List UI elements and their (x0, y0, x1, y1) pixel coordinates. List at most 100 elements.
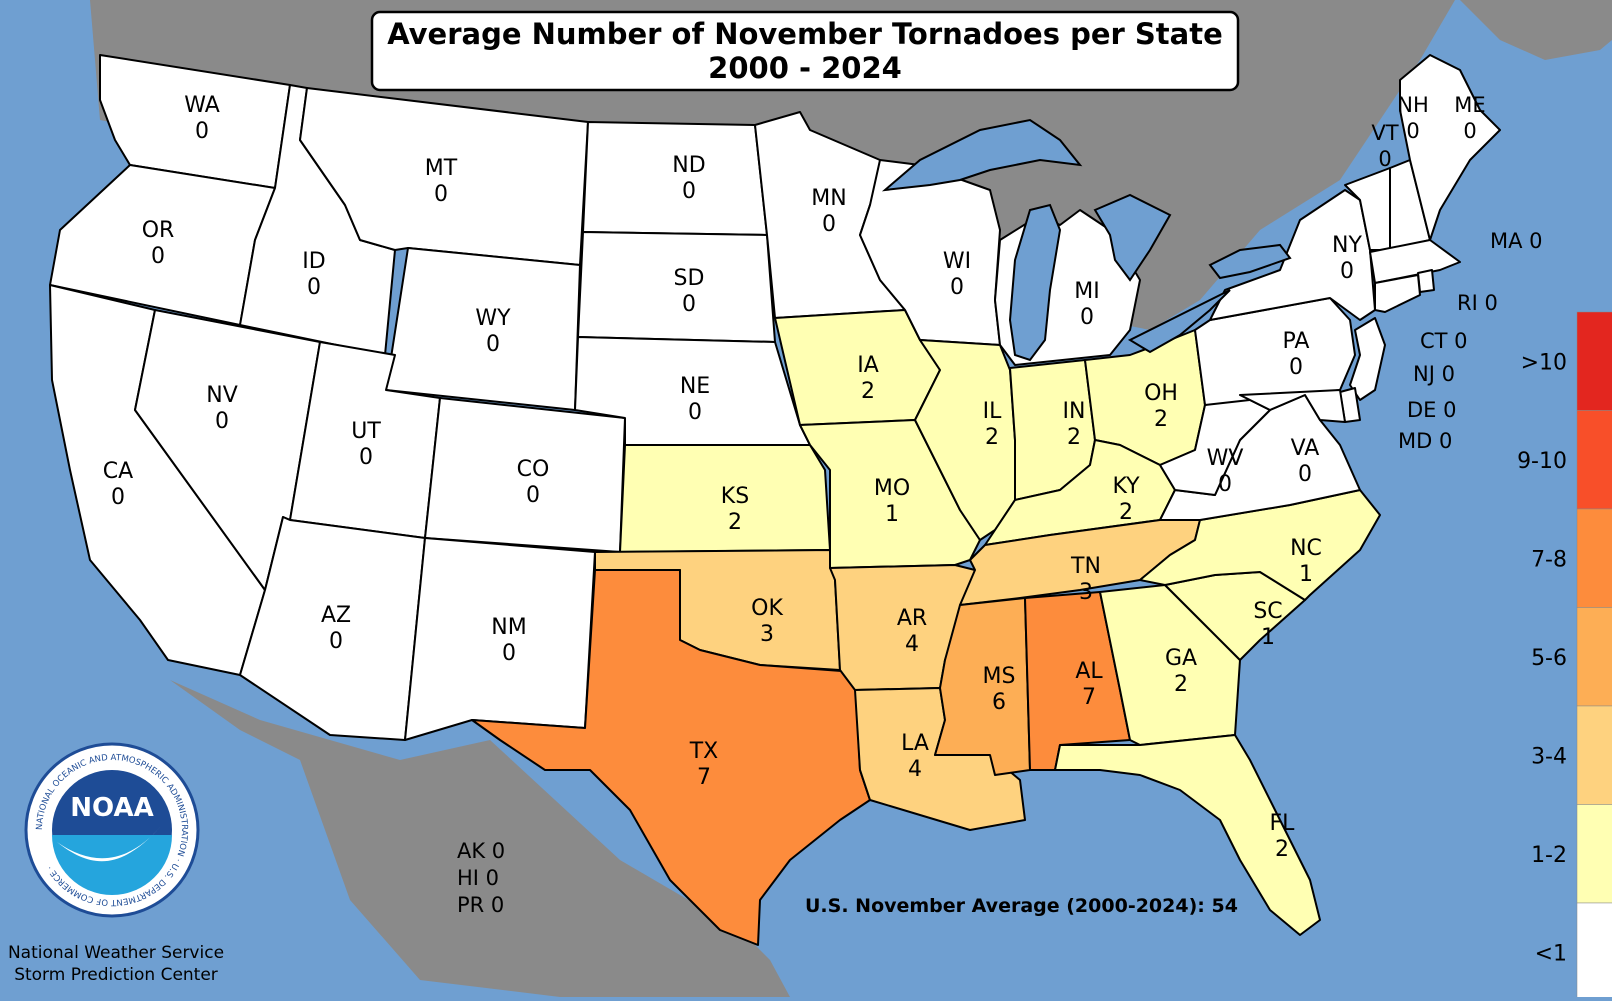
state-value-SC: 1 (1261, 625, 1275, 650)
state-label-WV: WV (1207, 446, 1244, 471)
lake-michigan (1008, 203, 1062, 362)
state-value-NC: 1 (1299, 562, 1313, 587)
state-value-IN: 2 (1067, 425, 1081, 450)
legend-label: 3-4 (1531, 744, 1567, 769)
state-value-MO: 1 (885, 502, 899, 527)
state-value-ND: 0 (682, 179, 696, 204)
state-label-KS: KS (721, 484, 749, 509)
state-label-TN: TN (1070, 554, 1101, 579)
state-value-MS: 6 (992, 690, 1006, 715)
great-lakes (881, 118, 1292, 362)
state-value-NY: 0 (1340, 259, 1354, 284)
state-label-SD: SD (674, 266, 705, 291)
lake-superior (881, 118, 1083, 192)
state-label-GA: GA (1165, 646, 1197, 671)
side-label-MD: MD 0 (1398, 429, 1452, 453)
state-value-WY: 0 (486, 332, 500, 357)
state-value-IA: 2 (861, 379, 875, 404)
state-NJ (1349, 317, 1386, 401)
legend-swatch (1576, 311, 1612, 411)
state-value-MI: 0 (1080, 305, 1094, 330)
title-box: Average Number of November Tornadoes per… (370, 10, 1240, 92)
logo-lower-disc (52, 835, 172, 895)
state-label-ID: ID (302, 249, 325, 274)
side-label-CT: CT 0 (1420, 329, 1468, 353)
state-value-KY: 2 (1119, 500, 1133, 525)
state-value-PA: 0 (1289, 355, 1303, 380)
credit-line-1: National Weather Service (8, 943, 224, 963)
state-label-AL: AL (1075, 659, 1103, 684)
state-label-OK: OK (751, 596, 783, 621)
state-value-OR: 0 (151, 244, 165, 269)
state-value-WV: 0 (1218, 472, 1232, 497)
state-value-KS: 2 (728, 510, 742, 535)
state-label-NM: NM (491, 615, 526, 640)
state-value-CO: 0 (526, 483, 540, 508)
state-value-AR: 4 (905, 632, 919, 657)
state-label-TX: TX (689, 739, 719, 764)
state-value-TN: 3 (1079, 580, 1093, 605)
legend-label: 7-8 (1531, 547, 1567, 572)
lake-huron (1093, 193, 1172, 282)
state-value-AZ: 0 (329, 629, 343, 654)
state-NC (1139, 489, 1381, 601)
legend-swatch (1576, 410, 1612, 510)
state-label-LA: LA (901, 731, 929, 756)
side-label-RI: RI 0 (1457, 291, 1498, 315)
state-value-FL: 2 (1275, 837, 1289, 862)
legend-swatch (1576, 804, 1612, 904)
state-value-NM: 0 (502, 641, 516, 666)
us-average-label: U.S. November Average (2000-2024): 54 (805, 895, 1238, 917)
state-label-UT: UT (351, 419, 381, 444)
hi-label: HI 0 (457, 866, 499, 890)
state-MA (1369, 239, 1461, 284)
state-label-VA: VA (1291, 436, 1320, 461)
state-CT (1374, 274, 1421, 313)
state-label-NE: NE (680, 374, 710, 399)
state-label-NC: NC (1290, 536, 1322, 561)
state-label-MO: MO (874, 476, 910, 501)
state-value-TX: 7 (697, 765, 711, 790)
ak-label: AK 0 (457, 839, 505, 863)
state-label-MT: MT (425, 156, 458, 181)
legend-label: 9-10 (1517, 449, 1567, 474)
state-label-IA: IA (857, 353, 879, 378)
credit-line-2: Storm Prediction Center (14, 965, 218, 985)
state-label-MN: MN (811, 186, 846, 211)
side-label-VT: VT (1371, 121, 1398, 145)
state-MD (1239, 389, 1346, 423)
legend-label: <1 (1535, 941, 1567, 966)
state-value-AL: 7 (1082, 685, 1096, 710)
side-label-MA: MA 0 (1490, 229, 1543, 253)
state-label-AZ: AZ (321, 603, 351, 628)
lake-ontario (1208, 243, 1292, 280)
state-label-WY: WY (475, 306, 511, 331)
state-label-MS: MS (983, 664, 1016, 689)
state-label-SC: SC (1253, 599, 1282, 624)
side-value-ME: 0 (1463, 119, 1476, 143)
state-FL (1054, 734, 1321, 936)
state-label-NV: NV (206, 383, 238, 408)
state-TX (471, 569, 871, 946)
state-value-VA: 0 (1298, 462, 1312, 487)
legend-swatch (1576, 508, 1612, 608)
side-value-VT: 0 (1378, 147, 1391, 171)
pr-label: PR 0 (457, 893, 504, 917)
state-shapes (49, 54, 1501, 946)
state-label-KY: KY (1112, 474, 1140, 499)
title-line-2: 2000 - 2024 (708, 51, 902, 85)
lake-erie (1127, 289, 1231, 354)
state-value-SD: 0 (682, 292, 696, 317)
state-label-WA: WA (184, 93, 220, 118)
state-label-MI: MI (1074, 279, 1099, 304)
legend-swatch (1576, 902, 1612, 1001)
mexico-land (170, 680, 790, 997)
side-label-NH: NH (1397, 93, 1429, 117)
side-label-NJ: NJ 0 (1413, 362, 1455, 386)
legend-label: >10 (1521, 350, 1567, 375)
state-label-CA: CA (103, 459, 133, 484)
title-frame (370, 10, 1240, 92)
state-value-OH: 2 (1154, 407, 1168, 432)
